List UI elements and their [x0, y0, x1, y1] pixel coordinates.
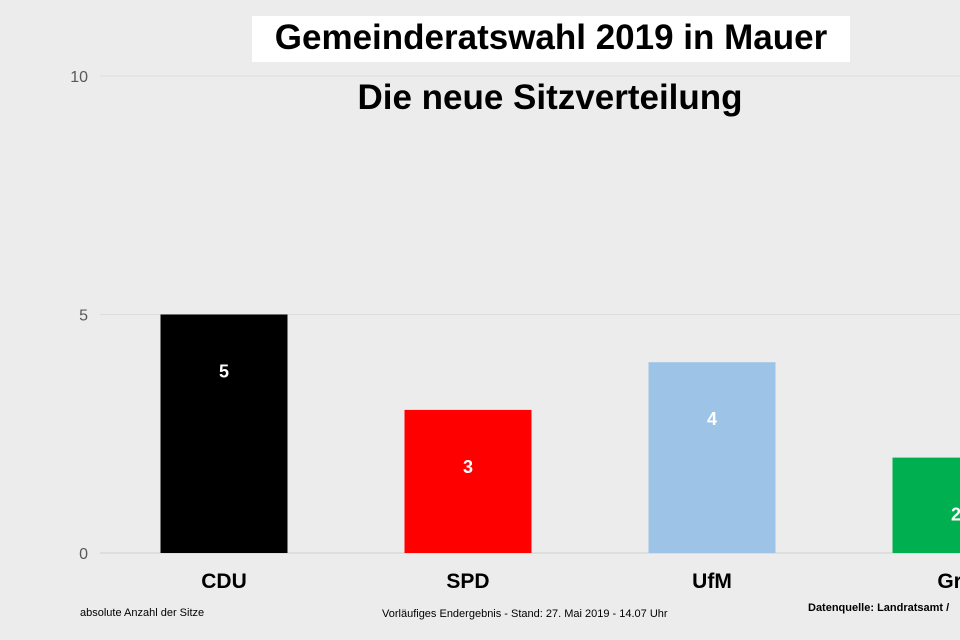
bar-value-label: 4 [707, 409, 717, 429]
x-tick-labels: CDU SPD UfM Grü [201, 570, 960, 593]
chart-subtitle: Die neue Sitzverteilung [357, 78, 743, 117]
bar [160, 314, 288, 553]
footer-note-left: absolute Anzahl der Sitze [80, 607, 205, 619]
bar [892, 457, 960, 553]
bar-value-label: 2 [951, 505, 960, 525]
x-tick-label: SPD [446, 570, 489, 593]
x-tick-label: Grü [937, 570, 960, 593]
bar-value-labels: 5 3 4 2 [219, 362, 960, 525]
title-background [252, 16, 850, 62]
y-tick-labels: 0 5 10 [70, 69, 88, 563]
x-tick-label: CDU [201, 570, 247, 593]
bar [648, 362, 776, 553]
y-tick-label: 5 [79, 308, 88, 325]
x-tick-label: UfM [692, 570, 732, 593]
bars [160, 314, 960, 553]
bar [404, 409, 532, 553]
bar-value-label: 5 [219, 362, 229, 382]
chart-title: Gemeinderatswahl 2019 in Mauer [274, 18, 828, 57]
y-tick-label: 0 [79, 546, 88, 563]
footer-source: Datenquelle: Landratsamt / [808, 602, 950, 614]
bar-value-label: 3 [463, 457, 473, 477]
footer-note-center: Vorläufiges Endergebnis - Stand: 27. Mai… [382, 608, 668, 620]
y-tick-label: 10 [70, 69, 88, 86]
